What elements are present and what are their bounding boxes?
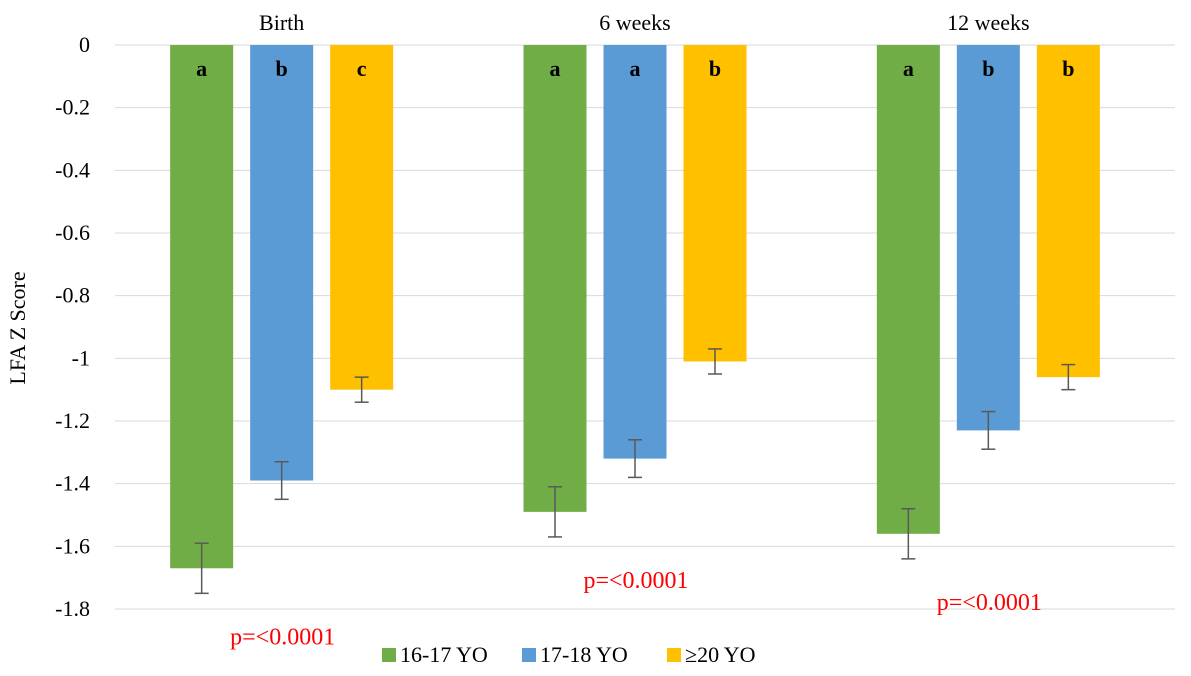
legend-label: 17-18 YO	[540, 642, 628, 667]
y-tick-label: -1.2	[55, 408, 90, 433]
significance-letter: b	[1062, 56, 1074, 81]
legend-swatch	[667, 648, 681, 662]
bar	[603, 45, 667, 459]
significance-letter: a	[903, 56, 914, 81]
y-tick-label: -0.8	[55, 283, 90, 308]
y-tick-label: -1.4	[55, 471, 90, 496]
category-label: 6 weeks	[599, 10, 670, 35]
bar	[330, 45, 394, 390]
y-axis-ticks: 0 -0.2 -0.4 -0.6 -0.8 -1 -1.2 -1.4 -1.6 -1.8	[55, 32, 90, 621]
significance-letter: a	[196, 56, 207, 81]
y-tick-label: -0.2	[55, 95, 90, 120]
legend-swatch	[522, 648, 536, 662]
bars	[170, 45, 1100, 569]
p-value-annotation: p=<0.0001	[937, 590, 1042, 616]
y-tick-label: -1	[72, 345, 90, 370]
y-tick-label: -1.8	[55, 596, 90, 621]
category-label: 12 weeks	[947, 10, 1029, 35]
legend: 16-17 YO 17-18 YO ≥20 YO	[382, 642, 756, 667]
significance-letter: c	[357, 56, 367, 81]
y-axis-label: LFA Z Score	[5, 271, 30, 384]
significance-letter: a	[630, 56, 641, 81]
legend-label: ≥20 YO	[685, 642, 756, 667]
error-bars	[194, 348, 1076, 595]
significance-letter: b	[982, 56, 994, 81]
y-tick-label: -0.4	[55, 157, 90, 182]
significance-letter: b	[276, 56, 288, 81]
bar	[956, 45, 1020, 431]
bar	[876, 45, 940, 534]
y-tick-label: -1.6	[55, 533, 90, 558]
p-value-annotations: p=<0.0001 p=<0.0001 p=<0.0001	[230, 568, 1042, 650]
p-value-annotation: p=<0.0001	[230, 624, 335, 650]
significance-letter: a	[550, 56, 561, 81]
bar	[170, 45, 234, 569]
y-tick-label: -0.6	[55, 220, 90, 245]
legend-label: 16-17 YO	[400, 642, 488, 667]
category-label: Birth	[259, 10, 304, 35]
significance-letter: b	[709, 56, 721, 81]
p-value-annotation: p=<0.0001	[583, 568, 688, 594]
y-tick-label: 0	[79, 32, 90, 57]
bar	[523, 45, 587, 512]
legend-swatch	[382, 648, 396, 662]
bar	[683, 45, 747, 362]
bar	[1036, 45, 1100, 378]
category-labels: Birth 6 weeks 12 weeks	[259, 10, 1030, 35]
bar	[250, 45, 314, 481]
